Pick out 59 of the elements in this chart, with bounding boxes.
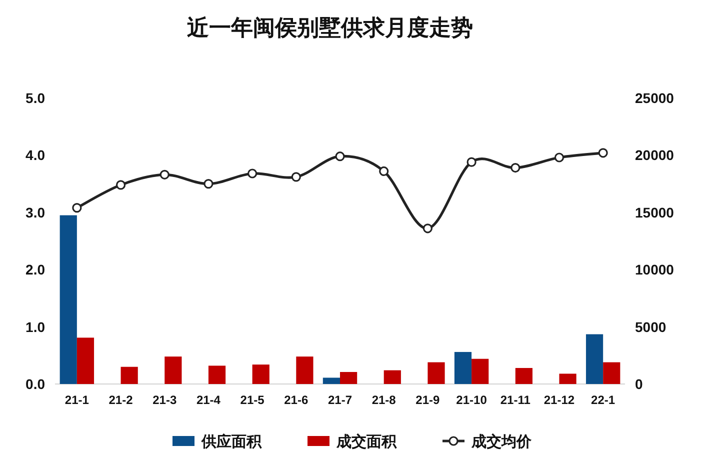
y2-tick-label: 5000	[635, 318, 666, 335]
y-tick-label: 2.0	[26, 262, 46, 278]
x-tick-label: 21-12	[544, 393, 575, 407]
bar	[428, 362, 445, 384]
x-tick-label: 21-9	[416, 393, 440, 407]
x-tick-label: 21-7	[328, 393, 352, 407]
bar	[603, 362, 620, 384]
point	[510, 162, 520, 173]
x-tick-label: 21-2	[108, 393, 134, 407]
bar	[60, 215, 77, 384]
point	[466, 157, 476, 167]
bar	[76, 338, 94, 384]
y-tick-label: 3.0	[26, 204, 46, 220]
legend-label: 供应面积	[200, 432, 262, 450]
point	[204, 179, 214, 189]
bar	[208, 366, 226, 384]
x-tick-label: 21-6	[284, 393, 308, 407]
point	[422, 224, 432, 234]
bar	[559, 374, 576, 384]
bar	[120, 366, 138, 384]
bar	[454, 352, 472, 384]
bar	[384, 370, 401, 384]
x-tick-label: 21-3	[152, 393, 177, 407]
legend-label: 成交面积	[336, 432, 398, 450]
x-tick-label: 21-4	[196, 393, 221, 407]
bar	[322, 378, 340, 384]
point	[379, 166, 389, 176]
bar	[340, 372, 358, 384]
y2-tick-label: 25000	[635, 90, 674, 106]
y-tick-label: 0.0	[26, 376, 46, 392]
bar	[164, 356, 182, 384]
x-tick-label: 21-1	[64, 393, 90, 407]
point	[72, 203, 82, 213]
y2-tick-label: 15000	[635, 204, 674, 220]
y2-tick-label: 0	[635, 376, 643, 392]
y-tick-label: 5.0	[26, 90, 46, 106]
legend-label: 成交均价	[470, 432, 532, 450]
x-tick-label: 21-10	[456, 393, 488, 407]
chart-title: 近一年闽侯别墅供求月度走势	[186, 15, 473, 40]
bar	[296, 356, 314, 384]
point	[598, 148, 608, 158]
y-tick-label: 4.0	[26, 147, 46, 164]
point	[160, 170, 170, 180]
bar	[515, 368, 532, 384]
x-tick-label: 21-8	[372, 393, 396, 407]
bar	[472, 358, 489, 384]
x-tick-label: 21-11	[500, 393, 531, 407]
point	[291, 172, 301, 182]
bar	[586, 334, 604, 384]
x-tick-label: 21-5	[240, 393, 265, 407]
point	[116, 180, 126, 190]
y-tick-label: 1.0	[26, 318, 46, 335]
point	[248, 168, 258, 178]
y2-tick-label: 10000	[635, 262, 674, 278]
point	[335, 152, 345, 162]
x-tick-label: 22-1	[591, 393, 616, 407]
bar	[252, 364, 270, 384]
y2-tick-label: 20000	[635, 147, 674, 164]
point	[554, 152, 564, 162]
